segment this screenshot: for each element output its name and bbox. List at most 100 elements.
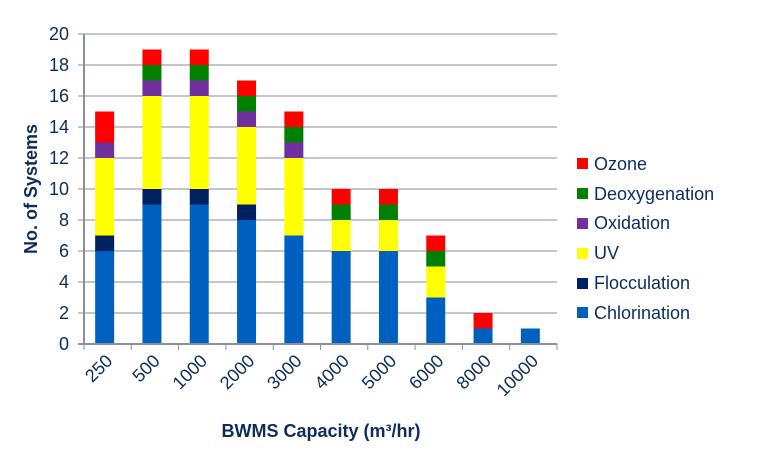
bar-segment-chlorination-5000 [378,251,398,344]
bar-segment-uv-1000 [189,96,209,189]
bar-segment-deoxygenation-6000 [426,251,446,267]
legend-item-oxidation: Oxidation [577,209,714,239]
legend-item-uv: UV [577,238,714,268]
bar-segment-ozone-5000 [378,189,398,205]
y-tick-label: 10 [49,179,69,199]
bar-segment-ozone-4000 [331,189,351,205]
bar-segment-oxidation-500 [142,80,162,96]
legend: Ozone Deoxygenation Oxidation UV Flocculatio… [577,149,714,328]
bar-segment-flocculation-2000 [237,204,257,220]
bar-stack-6000 [426,235,446,344]
bar-segment-chlorination-500 [142,204,162,344]
bar-segment-ozone-500 [142,49,162,65]
y-tick-label: 6 [59,241,69,261]
bar-stack-500 [142,49,162,344]
bar-segment-uv-500 [142,96,162,189]
legend-label: Ozone [594,153,648,174]
y-tick-label: 16 [49,86,69,106]
x-tick-label: 5000 [358,351,400,393]
bar-stack-2000 [237,80,257,344]
legend-swatch [577,188,588,200]
legend-swatch [577,277,588,289]
bar-segment-flocculation-1000 [189,189,209,205]
bar-segment-oxidation-250 [95,142,115,158]
bar-segment-chlorination-10000 [520,328,540,344]
bar-segment-ozone-8000 [473,313,493,329]
bar-segment-oxidation-1000 [189,80,209,96]
y-tick-label: 2 [59,303,69,323]
bar-segment-ozone-2000 [237,80,257,96]
bar-segment-chlorination-3000 [284,235,304,344]
bar-stack-3000 [284,111,304,344]
bar-segment-chlorination-8000 [473,328,493,344]
bar-segment-ozone-1000 [189,49,209,65]
bar-segment-uv-4000 [331,220,351,251]
bar-stack-10000 [520,328,540,344]
x-tick-label: 500 [128,351,163,386]
x-axis-title: BWMS Capacity (m³/hr) [221,421,420,441]
y-axis-title: No. of Systems [21,124,41,254]
legend-swatch [577,217,588,229]
bar-segment-deoxygenation-4000 [331,204,351,220]
legend-item-flocculation: Flocculation [577,268,714,298]
bar-segment-chlorination-250 [95,251,115,344]
bar-segment-uv-6000 [426,266,446,298]
y-tick-label: 20 [49,24,69,44]
legend-label: Deoxygenation [594,183,715,204]
x-tick-label: 250 [81,351,116,386]
legend-label: Oxidation [594,213,671,234]
x-tick-label: 10000 [493,351,543,401]
bar-segment-flocculation-500 [142,189,162,205]
y-tick-label: 12 [49,148,69,168]
legend-label: Chlorination [594,302,691,323]
bar-segment-oxidation-2000 [237,111,257,127]
bar-segment-deoxygenation-2000 [237,96,257,112]
y-tick-label: 14 [49,117,69,137]
legend-item-deoxygenation: Deoxygenation [577,179,714,209]
legend-item-ozone: Ozone [577,149,714,179]
y-tick-label: 4 [59,272,69,292]
bar-segment-deoxygenation-500 [142,65,162,81]
bar-segment-deoxygenation-5000 [378,204,398,220]
bar-segment-chlorination-2000 [237,220,257,344]
x-tick-label: 6000 [405,351,447,393]
bar-segment-uv-2000 [237,127,257,205]
y-tick-labels: 0 2 4 6 8 10 12 14 16 18 20 [49,24,69,354]
bar-stack-5000 [378,189,398,344]
bar-stack-8000 [473,313,493,344]
bar-stack-4000 [331,189,351,344]
axes [78,34,558,350]
bar-stack-250 [95,111,115,344]
bar-segment-ozone-3000 [284,111,304,127]
bar-segment-chlorination-1000 [189,204,209,344]
x-tick-label: 3000 [263,351,305,393]
legend-item-chlorination: Chlorination [577,298,714,328]
bar-segment-deoxygenation-1000 [189,65,209,81]
bar-segment-uv-250 [95,158,115,236]
x-tick-label: 8000 [452,351,494,393]
y-tick-label: 18 [49,55,69,75]
x-tick-label: 2000 [216,351,258,393]
bar-segment-chlorination-6000 [426,297,446,344]
bar-segment-ozone-6000 [426,235,446,251]
legend-swatch [577,307,588,319]
legend-swatch [577,158,588,170]
bars [95,49,540,344]
y-tick-label: 8 [59,210,69,230]
bar-segment-uv-5000 [378,220,398,251]
x-tick-label: 4000 [311,351,353,393]
bar-stack-1000 [189,49,209,344]
bar-segment-chlorination-4000 [331,251,351,344]
bar-segment-ozone-250 [95,111,115,143]
x-tick-label: 1000 [169,351,211,393]
bar-segment-deoxygenation-3000 [284,127,304,143]
bar-segment-uv-3000 [284,158,304,236]
y-tick-label: 0 [59,334,69,354]
legend-label: Flocculation [594,273,691,294]
bar-segment-oxidation-3000 [284,142,304,158]
legend-swatch [577,247,588,259]
bar-segment-flocculation-250 [95,235,115,251]
legend-label: UV [594,243,620,264]
